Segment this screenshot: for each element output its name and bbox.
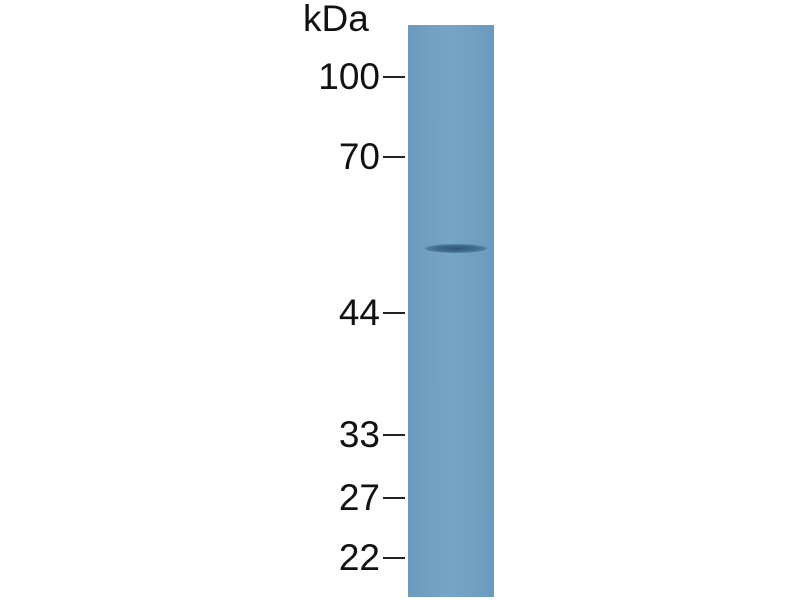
protein-band	[425, 244, 487, 253]
marker-tick	[383, 76, 405, 78]
marker-label: 22	[338, 537, 380, 578]
marker-27: 27	[260, 478, 405, 518]
marker-22: 22	[260, 538, 405, 578]
unit-label: kDa	[303, 0, 369, 39]
marker-tick	[383, 156, 405, 158]
marker-tick	[383, 557, 405, 559]
marker-44: 44	[260, 293, 405, 333]
blot-lane	[408, 25, 494, 597]
marker-100: 100	[260, 57, 405, 97]
marker-label: 27	[338, 477, 380, 518]
marker-tick	[383, 312, 405, 314]
marker-70: 70	[260, 137, 405, 177]
marker-label: 33	[338, 414, 380, 455]
marker-label: 44	[338, 292, 380, 333]
marker-tick	[383, 497, 405, 499]
marker-label: 70	[338, 136, 380, 177]
marker-label: 100	[318, 56, 380, 97]
marker-33: 33	[260, 415, 405, 455]
marker-tick	[383, 434, 405, 436]
